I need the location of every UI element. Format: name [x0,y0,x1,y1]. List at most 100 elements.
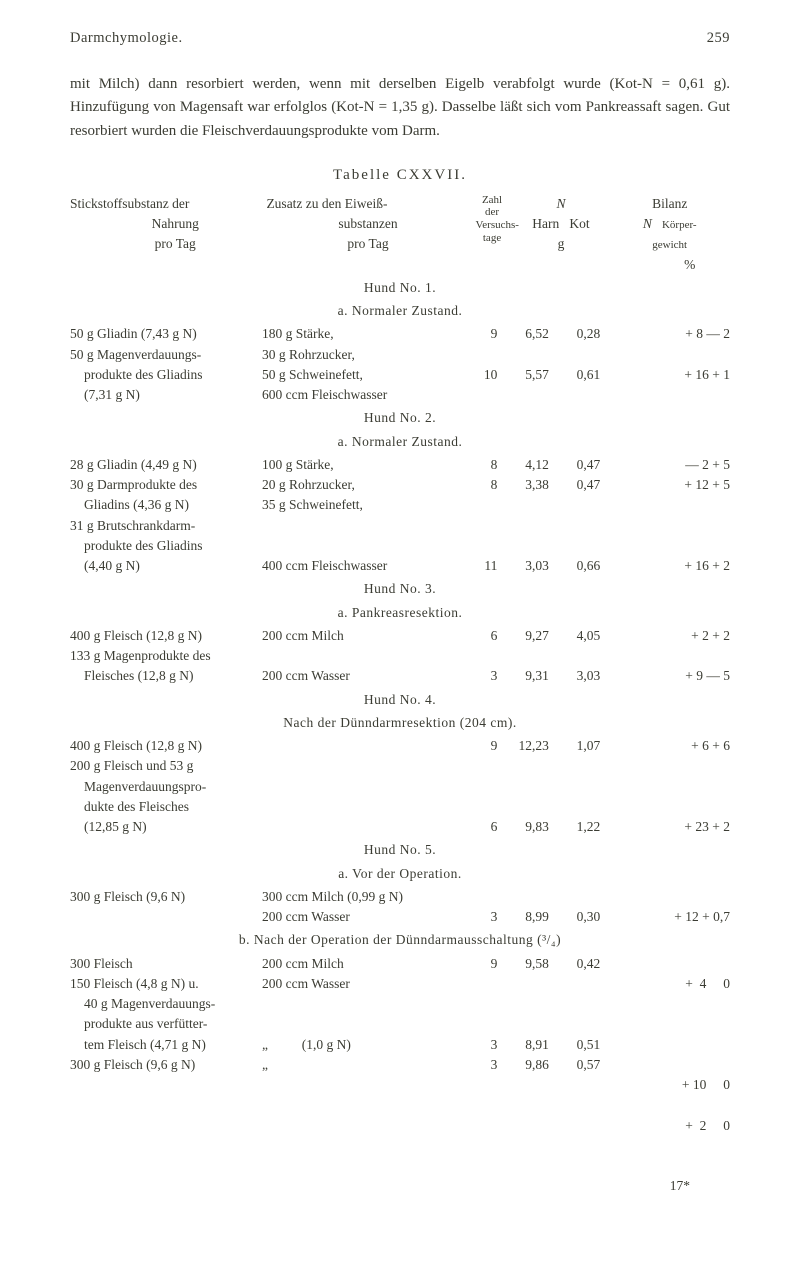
cell: 400 ccm Fleischwasser [262,558,387,573]
cell: produkte des Gliadins [70,536,256,556]
cell: + 16 + 1 [684,367,730,382]
cell: 5,57 [525,367,549,382]
cell: 3 [491,1057,498,1072]
cell: 30 g Rohrzucker, [262,347,355,362]
cell: 30 g Darmprodukte des [70,477,197,492]
cell: + 10 0 [682,1077,730,1092]
cell: tem Fleisch (4,71 g N) [70,1035,256,1055]
section-a-normal: a. Normaler Zustand. [70,301,730,321]
cell: 35 g Schweinefett, [262,497,363,512]
intro-paragraph: mit Milch) dann resorbiert werden, wenn … [70,73,730,143]
hdr-col1-l2: Nahrung [70,214,260,234]
cell: + 16 + 2 [684,558,730,573]
cell: 12,23 [518,738,548,753]
cell: 200 ccm Milch [262,956,344,971]
cell: 8,91 [525,1037,549,1052]
cell: 0,47 [577,457,601,472]
cell: 3 [491,909,498,924]
table-row: 300 g Fleisch (9,6 N) 300 ccm Milch (0,9… [70,887,730,928]
hdr-g: g [517,234,606,254]
cell: Magenverdauungspro- [70,777,256,797]
section-nach-resekt: Nach der Dünndarmresektion (204 cm). [70,713,730,733]
cell: 200 ccm Wasser [262,976,350,991]
cell: 9,58 [525,956,549,971]
cell: 8 [491,477,498,492]
cell: 600 ccm Fleischwasser [262,387,387,402]
cell: 20 g Rohrzucker, [262,477,355,492]
hdr-bilanz-N: N [643,216,652,231]
cell: 3 [491,668,498,683]
cell: 9 [491,326,498,341]
section-a-vor-op: a. Vor der Operation. [70,864,730,884]
running-head: Darmchymologie. 259 [70,30,730,47]
cell: „ (1,0 g N) [262,1037,351,1052]
cell: 9,83 [525,819,549,834]
table-row: 400 g Fleisch (12,8 g N) 133 g Magenprod… [70,626,730,687]
running-head-title: Darmchymologie. [70,30,183,47]
cell: 4,05 [577,628,601,643]
section-b-nach-op: b. Nach der Operation der Dünndarmaussch… [70,930,730,950]
page: Darmchymologie. 259 mit Milch) dann reso… [0,0,800,1279]
cell: 40 g Magenverdauungs- [70,994,256,1014]
cell: 300 ccm Milch (0,99 g N) [262,889,403,904]
cell: 8,99 [525,909,549,924]
cell: „ [262,1057,268,1072]
cell: 9,86 [525,1057,549,1072]
hdr-col3-l3: tage [476,232,509,245]
cell: (4,40 g N) [70,556,256,576]
cell: 0,57 [577,1057,601,1072]
hdr-col3-l2: Versuchs- [476,219,509,232]
table-row: 50 g Gliadin (7,43 g N) 50 g Magenverdau… [70,324,730,405]
hdr-col1-l1: Stickstoffsubstanz der [70,194,260,214]
hdr-col2-l2: substanzen [266,214,469,234]
cell: 3,38 [525,477,549,492]
cell: 6,52 [525,326,549,341]
cell: 50 g Schweinefett, [262,367,363,382]
section-hund3: Hund No. 3. [70,579,730,599]
cell: 6 [491,819,498,834]
cell: 0,51 [577,1037,601,1052]
hdr-col1-l3: pro Tag [70,234,260,254]
sheet-signature: 17* [612,1176,730,1196]
cell: 150 Fleisch (4,8 g N) u. [70,976,199,991]
cell: dukte des Fleisches [70,797,256,817]
hdr-kot: Kot [569,216,589,231]
cell: produkte aus verfütter- [70,1014,256,1034]
section-hund5: Hund No. 5. [70,840,730,860]
cell: 300 g Fleisch (9,6 N) [70,889,185,904]
cell: 180 g Stärke, [262,326,334,341]
cell: 200 ccm Wasser [262,909,350,924]
cell: 0,28 [577,326,601,341]
table-row: 28 g Gliadin (4,49 g N) 30 g Darmprodukt… [70,455,730,577]
hdr-pct: % [609,255,730,275]
cell: 50 g Gliadin (7,43 g N) [70,326,197,341]
cell: (12,85 g N) [70,817,256,837]
cell: 3,03 [577,668,601,683]
cell: 0,66 [577,558,601,573]
cell: 11 [484,558,497,573]
table-header: Stickstoffsubstanz der Nahrung pro Tag Z… [70,194,730,275]
hdr-bilanz: Bilanz [609,194,730,214]
cell: 10 [484,367,498,382]
cell: 6 [491,628,498,643]
cell: (7,31 g N) [70,385,256,405]
cell: 133 g Magenprodukte des [70,648,211,663]
cell: 3 [491,1037,498,1052]
cell: 200 ccm Milch [262,628,344,643]
section-hund1: Hund No. 1. [70,278,730,298]
cell: + 9 — 5 [685,668,730,683]
cell: 8 [491,457,498,472]
cell: 0,30 [577,909,601,924]
hdr-harn: Harn [532,216,559,231]
cell: — 2 + 5 [685,457,730,472]
cell: + 4 0 [685,976,730,991]
section-hund2: Hund No. 2. [70,408,730,428]
table-row: 400 g Fleisch (12,8 g N) 200 g Fleisch u… [70,736,730,837]
page-number: 259 [707,30,730,47]
hdr-bilanz-l2: Körper- [662,219,697,231]
section-a-normal2: a. Normaler Zustand. [70,432,730,452]
cell: 300 Fleisch [70,956,133,971]
cell: 9 [491,738,498,753]
cell: + 23 + 2 [684,819,730,834]
cell: Gliadins (4,36 g N) [70,495,256,515]
